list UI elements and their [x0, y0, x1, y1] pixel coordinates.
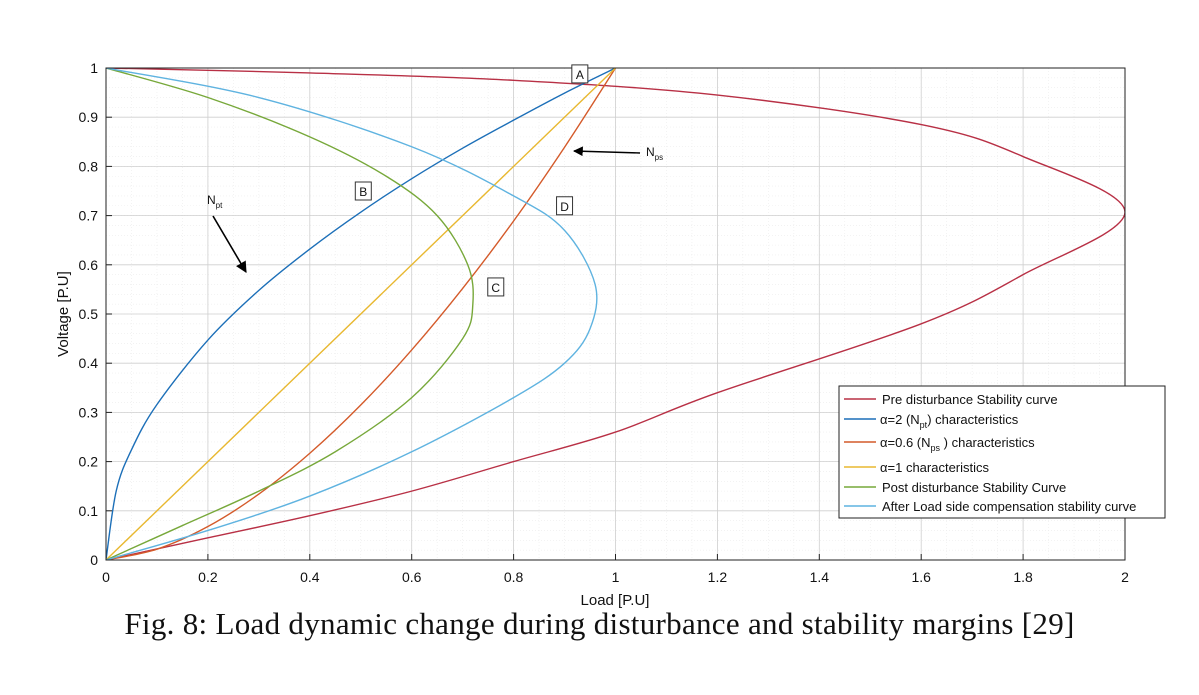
x-tick-label: 0.2 — [198, 569, 218, 585]
npt-main: N — [207, 193, 216, 207]
y-tick-label: 0.4 — [79, 355, 99, 371]
legend-npt-main: α=2 (N — [880, 412, 920, 427]
nps-annotation: Nps — [573, 145, 663, 162]
annotation-label-b: B — [359, 185, 367, 199]
y-tick-label: 0.6 — [79, 257, 99, 273]
legend: Pre disturbance Stability curve α=2 (Npt… — [838, 385, 1166, 519]
y-tick-label: 0.7 — [79, 208, 99, 224]
nps-label: Nps — [646, 145, 663, 162]
legend-entry-post: Post disturbance Stability Curve — [882, 480, 1066, 495]
legend-entry-pre: Pre disturbance Stability curve — [882, 392, 1058, 407]
y-tick-label: 0.2 — [79, 454, 99, 470]
alpha2-npt-curve — [106, 68, 616, 560]
y-tick-label: 1 — [90, 60, 98, 76]
legend-nps-main: α=0.6 (N — [880, 435, 931, 450]
x-tick-label: 1.4 — [810, 569, 830, 585]
x-tick-label: 2 — [1121, 569, 1129, 585]
nps-sub: ps — [655, 153, 663, 162]
legend-entry-nps: α=0.6 (Nps ) characteristics — [880, 435, 1035, 453]
alpha1-curve — [106, 68, 616, 560]
legend-entry-alpha1: α=1 characteristics — [880, 460, 990, 475]
y-tick-label: 0.3 — [79, 404, 99, 420]
legend-nps-tail: ) characteristics — [940, 435, 1035, 450]
npt-arrow — [212, 215, 247, 273]
y-tick-label: 0.5 — [79, 306, 99, 322]
pre-disturbance-curve — [106, 68, 1125, 560]
annotation-box-a — [571, 64, 589, 84]
npt-annotation: Npt — [207, 193, 247, 273]
post-disturbance-curve — [106, 68, 474, 560]
x-tick-label: 1.6 — [911, 569, 931, 585]
point-annotations: A B C D — [354, 64, 589, 297]
annotation-box-c — [487, 277, 505, 297]
x-tick-label: 0.6 — [402, 569, 422, 585]
annotation-box-d — [556, 196, 574, 216]
legend-swatches — [844, 398, 876, 507]
annotation-box-b — [354, 181, 372, 201]
y-tick-label: 0 — [90, 552, 98, 568]
npt-label: Npt — [207, 193, 223, 210]
series-group — [106, 68, 1125, 560]
npt-sub: pt — [216, 201, 223, 210]
legend-entry-after: After Load side compensation stability c… — [882, 499, 1136, 514]
y-tick-label: 0.1 — [79, 503, 99, 519]
y-tick-label: 0.8 — [79, 158, 99, 174]
compensation-curve — [106, 68, 598, 560]
x-tick-label: 0.4 — [300, 569, 320, 585]
legend-npt-sub: pt — [920, 420, 928, 430]
figure-caption: Fig. 8: Load dynamic change during distu… — [124, 606, 1075, 641]
annotation-label-a: A — [576, 68, 584, 82]
x-tick-label: 1 — [612, 569, 620, 585]
legend-box — [838, 385, 1166, 519]
x-tick-label: 1.2 — [708, 569, 728, 585]
alpha06-nps-curve — [106, 68, 617, 560]
legend-nps-sub: ps — [931, 443, 941, 453]
y-tick-label: 0.9 — [79, 109, 99, 125]
y-axis-title: Voltage [P.U] — [55, 271, 72, 357]
legend-entry-npt: α=2 (Npt) characteristics — [880, 412, 1019, 430]
x-tick-label: 0 — [102, 569, 110, 585]
annotation-label-d: D — [560, 200, 569, 214]
annotation-label-c: C — [491, 281, 500, 295]
nps-main: N — [646, 145, 655, 159]
axis-ticks: 0 0.2 0.4 0.6 0.8 1 1.2 1.4 1.6 1.8 2 0 0.1 0.2 0.3 0.4… — [79, 60, 1130, 585]
x-tick-label: 1.8 — [1013, 569, 1033, 585]
x-axis-title: Load [P.U] — [581, 592, 650, 609]
legend-npt-tail: ) characteristics — [927, 412, 1019, 427]
x-tick-label: 0.8 — [504, 569, 524, 585]
nps-arrow — [573, 146, 641, 157]
